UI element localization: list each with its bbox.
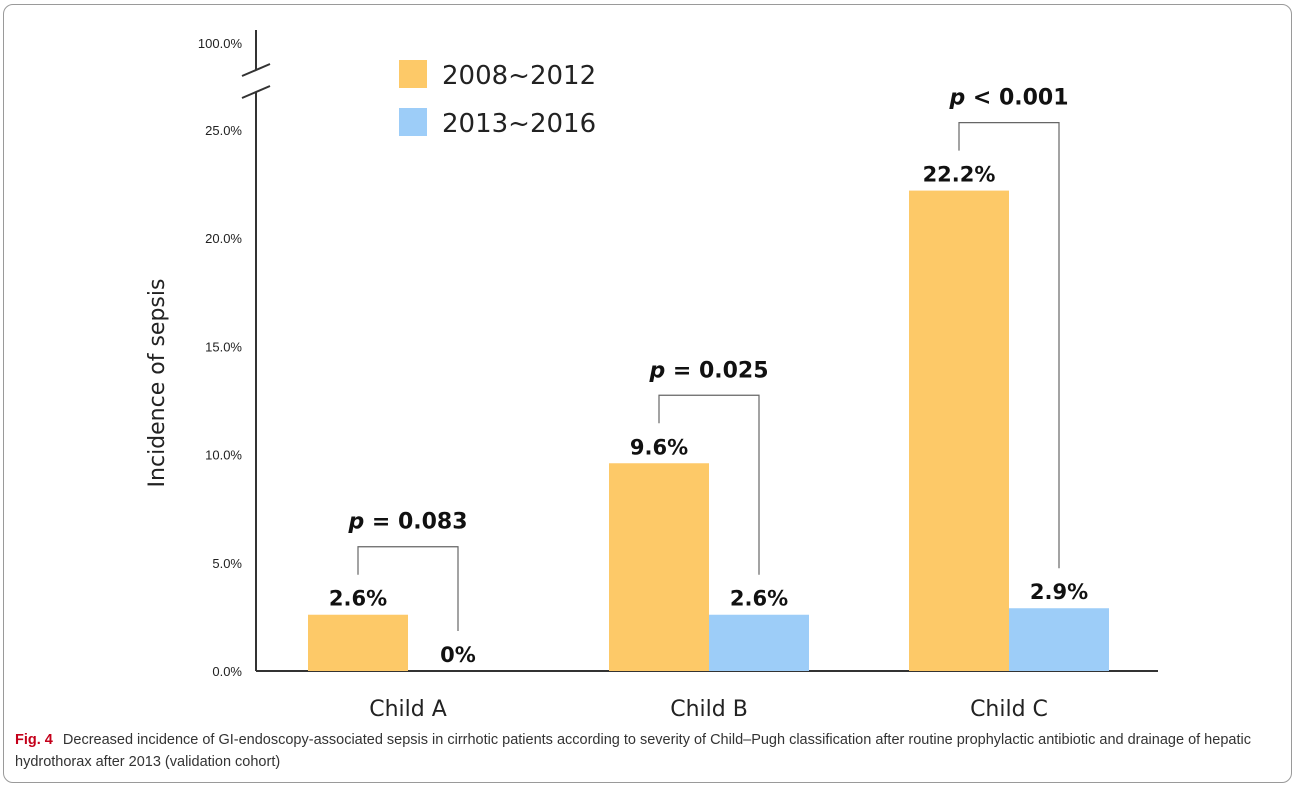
bar (709, 614, 809, 671)
p-value-brackets: p = 0.083 p = 0.025 p < 0.001 (347, 86, 1069, 631)
bar (609, 463, 709, 671)
x-tick-label: Child A (369, 697, 447, 722)
p-value-bracket (958, 121, 1060, 569)
figure-caption: Fig. 4 Decreased incidence of GI-endosco… (15, 729, 1280, 773)
axis-break-mark (241, 63, 271, 77)
data-label: 22.2% (923, 163, 996, 187)
data-label: 2.9% (1030, 580, 1088, 604)
bar (308, 614, 408, 671)
bars (308, 190, 1109, 672)
legend-swatch (399, 60, 427, 88)
figure-frame (3, 4, 1292, 783)
y-tick-label: 25.0% (205, 123, 242, 138)
p-value-bracket (357, 546, 459, 631)
bar-chart: 0.0% 5.0% 10.0% 15.0% 20.0% 25.0% 100.0% Incide… (145, 30, 1158, 722)
caption-text: Decreased incidence of GI-endoscopy-asso… (15, 732, 1251, 770)
p-value-label: p = 0.025 (648, 358, 768, 383)
figure-label: Fig. 4 (15, 732, 53, 748)
x-tick-label: Child B (670, 697, 748, 722)
data-label: 2.6% (730, 587, 788, 611)
p-value-label: p < 0.001 (948, 86, 1068, 111)
data-label: 0% (440, 643, 476, 667)
p-value-label: p = 0.083 (347, 510, 467, 535)
y-tick-label: 100.0% (198, 36, 243, 51)
y-tick-label: 20.0% (205, 231, 242, 246)
bar (909, 190, 1009, 672)
y-axis-title: Incidence of sepsis (145, 279, 170, 488)
y-tick-label: 0.0% (212, 664, 242, 679)
axis-break-mark (241, 85, 271, 99)
bar (1009, 608, 1109, 671)
value-labels: 2.6% 0% 9.6% 2.6% 22.2% 2.9% (329, 163, 1088, 667)
p-value-bracket (658, 394, 760, 575)
x-tick-label: Child C (970, 697, 1048, 722)
y-tick-label: 10.0% (205, 448, 242, 463)
y-tick-label: 5.0% (212, 556, 242, 571)
legend-swatch (399, 108, 427, 136)
data-label: 2.6% (329, 587, 387, 611)
y-tick-label: 15.0% (205, 339, 242, 354)
legend-label: 2008~2012 (442, 61, 596, 91)
data-label: 9.6% (630, 435, 688, 459)
legend: 2008~2012 2013~2016 (399, 60, 596, 139)
legend-label: 2013~2016 (442, 109, 596, 139)
